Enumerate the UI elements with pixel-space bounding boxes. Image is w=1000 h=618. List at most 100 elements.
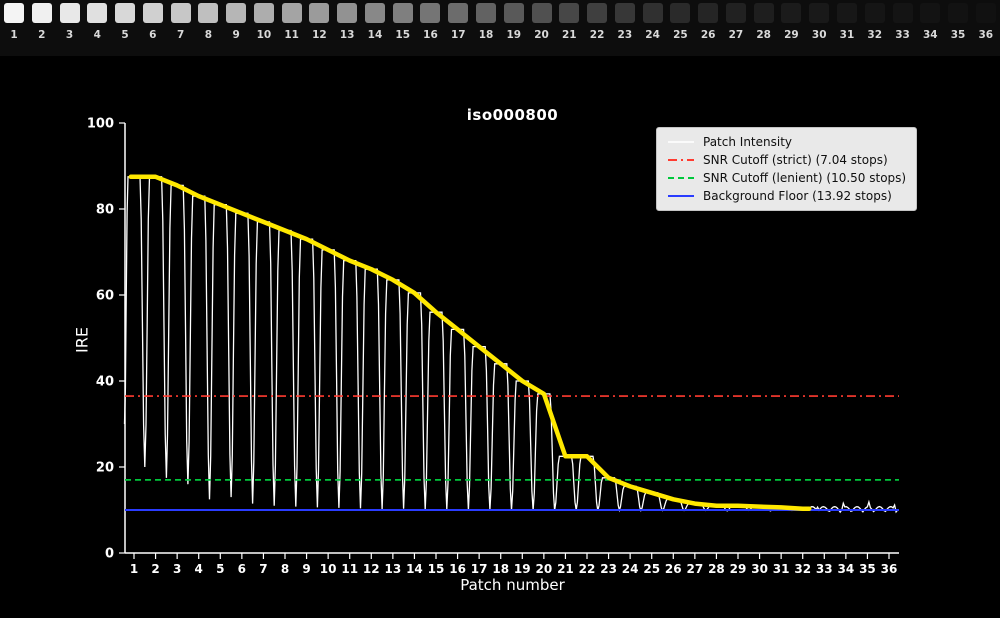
strip-cell: 27 xyxy=(725,3,746,41)
chart-title: iso000800 xyxy=(466,106,559,124)
strip-cell: 10 xyxy=(253,3,274,41)
strip-patch xyxy=(364,3,385,23)
legend-line-sample-snr-strict xyxy=(667,155,695,165)
strip-patch-number: 12 xyxy=(312,29,327,41)
strip-cell: 26 xyxy=(698,3,719,41)
strip-patch xyxy=(642,3,663,23)
strip-patch xyxy=(87,3,108,23)
strip-patch xyxy=(864,3,885,23)
strip-patch xyxy=(253,3,274,23)
legend-sample-svg xyxy=(668,141,694,143)
strip-patch xyxy=(559,3,580,23)
strip-patch-number: 30 xyxy=(811,29,827,41)
strip-cell: 17 xyxy=(448,3,469,41)
strip-cell: 14 xyxy=(364,3,385,41)
strip-patch-number: 32 xyxy=(867,29,883,41)
strip-patch-number: 5 xyxy=(121,29,129,41)
strip-patch xyxy=(698,3,719,23)
x-tick-label: 36 xyxy=(881,562,898,576)
strip-patch-number: 3 xyxy=(65,29,74,41)
strip-patch-number: 24 xyxy=(645,29,660,41)
strip-cell: 35 xyxy=(948,3,969,41)
strip-cell: 15 xyxy=(392,3,413,41)
strip-patch xyxy=(781,3,802,23)
strip-cell: 30 xyxy=(809,3,830,41)
y-tick-label: 80 xyxy=(96,203,114,218)
y-tick-label: 0 xyxy=(105,547,114,562)
strip-cell: 25 xyxy=(670,3,691,41)
x-tick-label: 1 xyxy=(130,562,138,576)
strip-patch-number: 4 xyxy=(93,29,101,41)
strip-cell: 31 xyxy=(836,3,857,41)
strip-cell: 8 xyxy=(198,3,219,41)
strip-cell: 33 xyxy=(892,3,913,41)
y-tick-label: 60 xyxy=(96,289,114,304)
legend-item: Background Floor (13.92 stops) xyxy=(667,189,906,203)
strip-patch-number: 18 xyxy=(478,29,494,41)
strip-cell: 28 xyxy=(753,3,774,41)
strip-patch-number: 16 xyxy=(423,29,438,41)
x-tick-label: 10 xyxy=(320,562,337,576)
x-tick-label: 19 xyxy=(514,562,531,576)
strip-cell: 2 xyxy=(31,3,52,41)
strip-patch xyxy=(809,3,830,23)
x-tick-label: 24 xyxy=(622,562,639,576)
x-tick-label: 25 xyxy=(643,562,660,576)
x-tick-label: 30 xyxy=(751,562,768,576)
strip-patch-number: 27 xyxy=(728,29,744,41)
strip-patch xyxy=(392,3,413,23)
strip-patch xyxy=(531,3,552,23)
x-axis-label: Patch number xyxy=(460,576,565,594)
strip-patch-number: 23 xyxy=(617,29,633,41)
x-tick-label: 4 xyxy=(195,562,203,576)
strip-patch-number: 33 xyxy=(895,29,910,41)
x-tick-label: 18 xyxy=(492,562,509,576)
strip-cell: 1 xyxy=(4,3,24,41)
strip-cell: 9 xyxy=(226,3,247,41)
legend-item: Patch Intensity xyxy=(667,135,906,149)
legend-line-sample-snr-lenient xyxy=(667,173,695,183)
strip-cell: 3 xyxy=(59,3,80,41)
strip-patch-number: 20 xyxy=(534,29,549,41)
strip-patch-number: 10 xyxy=(256,29,272,41)
x-tick-label: 34 xyxy=(838,562,855,576)
x-tick-label: 13 xyxy=(385,562,402,576)
strip-patch-number: 13 xyxy=(339,29,355,41)
x-tick-label: 14 xyxy=(406,562,423,576)
strip-patch xyxy=(476,3,497,23)
strip-patch-number: 31 xyxy=(839,29,855,41)
strip-cell: 13 xyxy=(337,3,358,41)
x-tick-label: 35 xyxy=(859,562,876,576)
x-ticks: 1 2 3 4 5 6 7 8 9 10 11 12 13 14 15 16 17 18 19 20 21 22 23 24 2… xyxy=(130,553,898,576)
strip-patch xyxy=(614,3,635,23)
y-axis-label: IRE xyxy=(72,327,92,353)
strip-patch xyxy=(337,3,358,23)
legend-sample-svg xyxy=(668,159,694,161)
strip-cell: 6 xyxy=(142,3,163,41)
strip-cell: 22 xyxy=(587,3,608,41)
y-tick-label: 100 xyxy=(87,117,114,132)
strip-patch-number: 11 xyxy=(284,29,299,41)
strip-patch xyxy=(920,3,941,23)
legend-label: SNR Cutoff (lenient) (10.50 stops) xyxy=(703,171,907,185)
x-tick-label: 7 xyxy=(259,562,267,576)
x-tick-label: 17 xyxy=(471,562,488,576)
strip-patch xyxy=(115,3,136,23)
strip-patch xyxy=(420,3,441,23)
strip-cell: 24 xyxy=(642,3,663,41)
legend: Patch Intensity SNR Cutoff (strict) (7.0… xyxy=(656,127,918,211)
legend-line-sample-patch-intensity xyxy=(667,137,695,147)
strip-patch-number: 26 xyxy=(700,29,716,41)
strip-cell: 36 xyxy=(975,3,996,41)
strip-patch-number: 19 xyxy=(506,29,522,41)
strip-cell: 5 xyxy=(115,3,136,41)
x-tick-label: 21 xyxy=(557,562,574,576)
x-tick-label: 29 xyxy=(730,562,747,576)
strip-patch xyxy=(948,3,969,23)
x-tick-label: 6 xyxy=(238,562,246,576)
x-tick-label: 23 xyxy=(600,562,617,576)
x-tick-label: 5 xyxy=(216,562,224,576)
strip-cell: 4 xyxy=(87,3,108,41)
strip-patch-number: 6 xyxy=(149,29,157,41)
